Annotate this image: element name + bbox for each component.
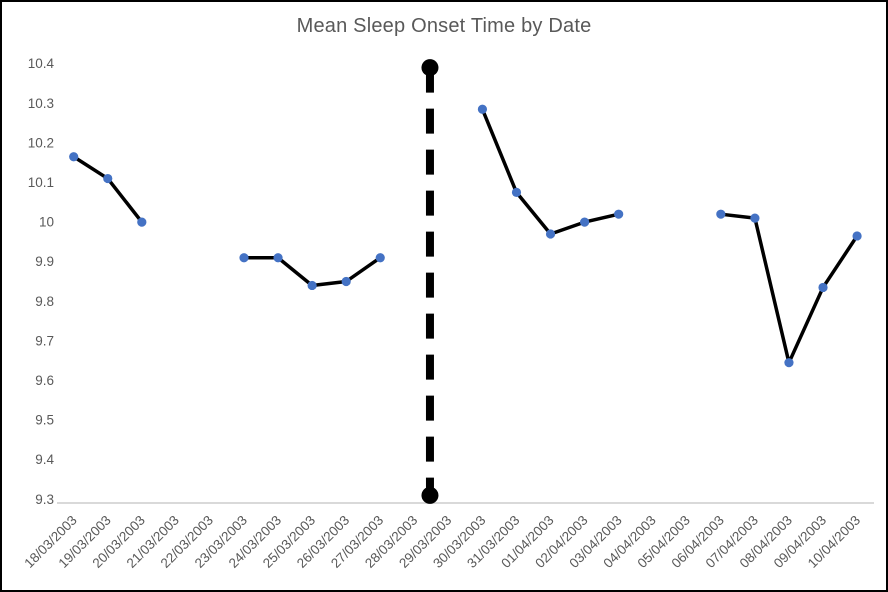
- y-axis-tick-label: 9.7: [35, 333, 54, 348]
- y-axis-tick-label: 9.6: [35, 373, 54, 388]
- data-point-marker: [750, 213, 760, 223]
- y-axis-tick-label: 10.2: [28, 135, 54, 150]
- series-line-segment: [480, 107, 621, 236]
- data-point-marker: [818, 282, 828, 293]
- y-axis-tick-label: 9.9: [35, 254, 54, 269]
- chart-title: Mean Sleep Onset Time by Date: [296, 15, 592, 37]
- data-point-marker: [511, 187, 522, 197]
- series-line-segment: [719, 212, 859, 365]
- y-axis-tick-label: 9.4: [35, 452, 54, 467]
- y-axis-tick-label: 10: [39, 215, 54, 230]
- y-axis-tick-label: 9.3: [35, 492, 54, 507]
- data-point-marker: [614, 209, 624, 219]
- data-point-marker: [375, 253, 385, 263]
- data-point-marker: [239, 253, 249, 263]
- data-point-marker: [852, 231, 862, 241]
- data-point-marker: [545, 229, 556, 239]
- data-point-marker: [716, 209, 726, 219]
- y-axis-tick-label: 9.8: [35, 294, 54, 309]
- data-point-marker: [103, 173, 113, 184]
- data-point-marker: [69, 152, 79, 162]
- data-point-marker: [580, 217, 590, 227]
- event-line-top-marker: [421, 59, 439, 77]
- data-point-marker: [784, 358, 794, 368]
- data-point-marker: [307, 280, 317, 291]
- data-point-marker: [477, 104, 488, 114]
- event-line-bottom-marker: [421, 486, 439, 504]
- y-axis-tick-label: 10.3: [28, 96, 54, 111]
- data-point-marker: [273, 253, 283, 263]
- series-line-segment: [71, 155, 144, 224]
- y-axis-tick-label: 10.4: [28, 56, 55, 71]
- y-axis-tick-label: 10.1: [28, 175, 54, 190]
- data-point-marker: [341, 276, 351, 287]
- y-axis-tick-label: 9.5: [35, 413, 54, 428]
- data-point-marker: [137, 217, 147, 227]
